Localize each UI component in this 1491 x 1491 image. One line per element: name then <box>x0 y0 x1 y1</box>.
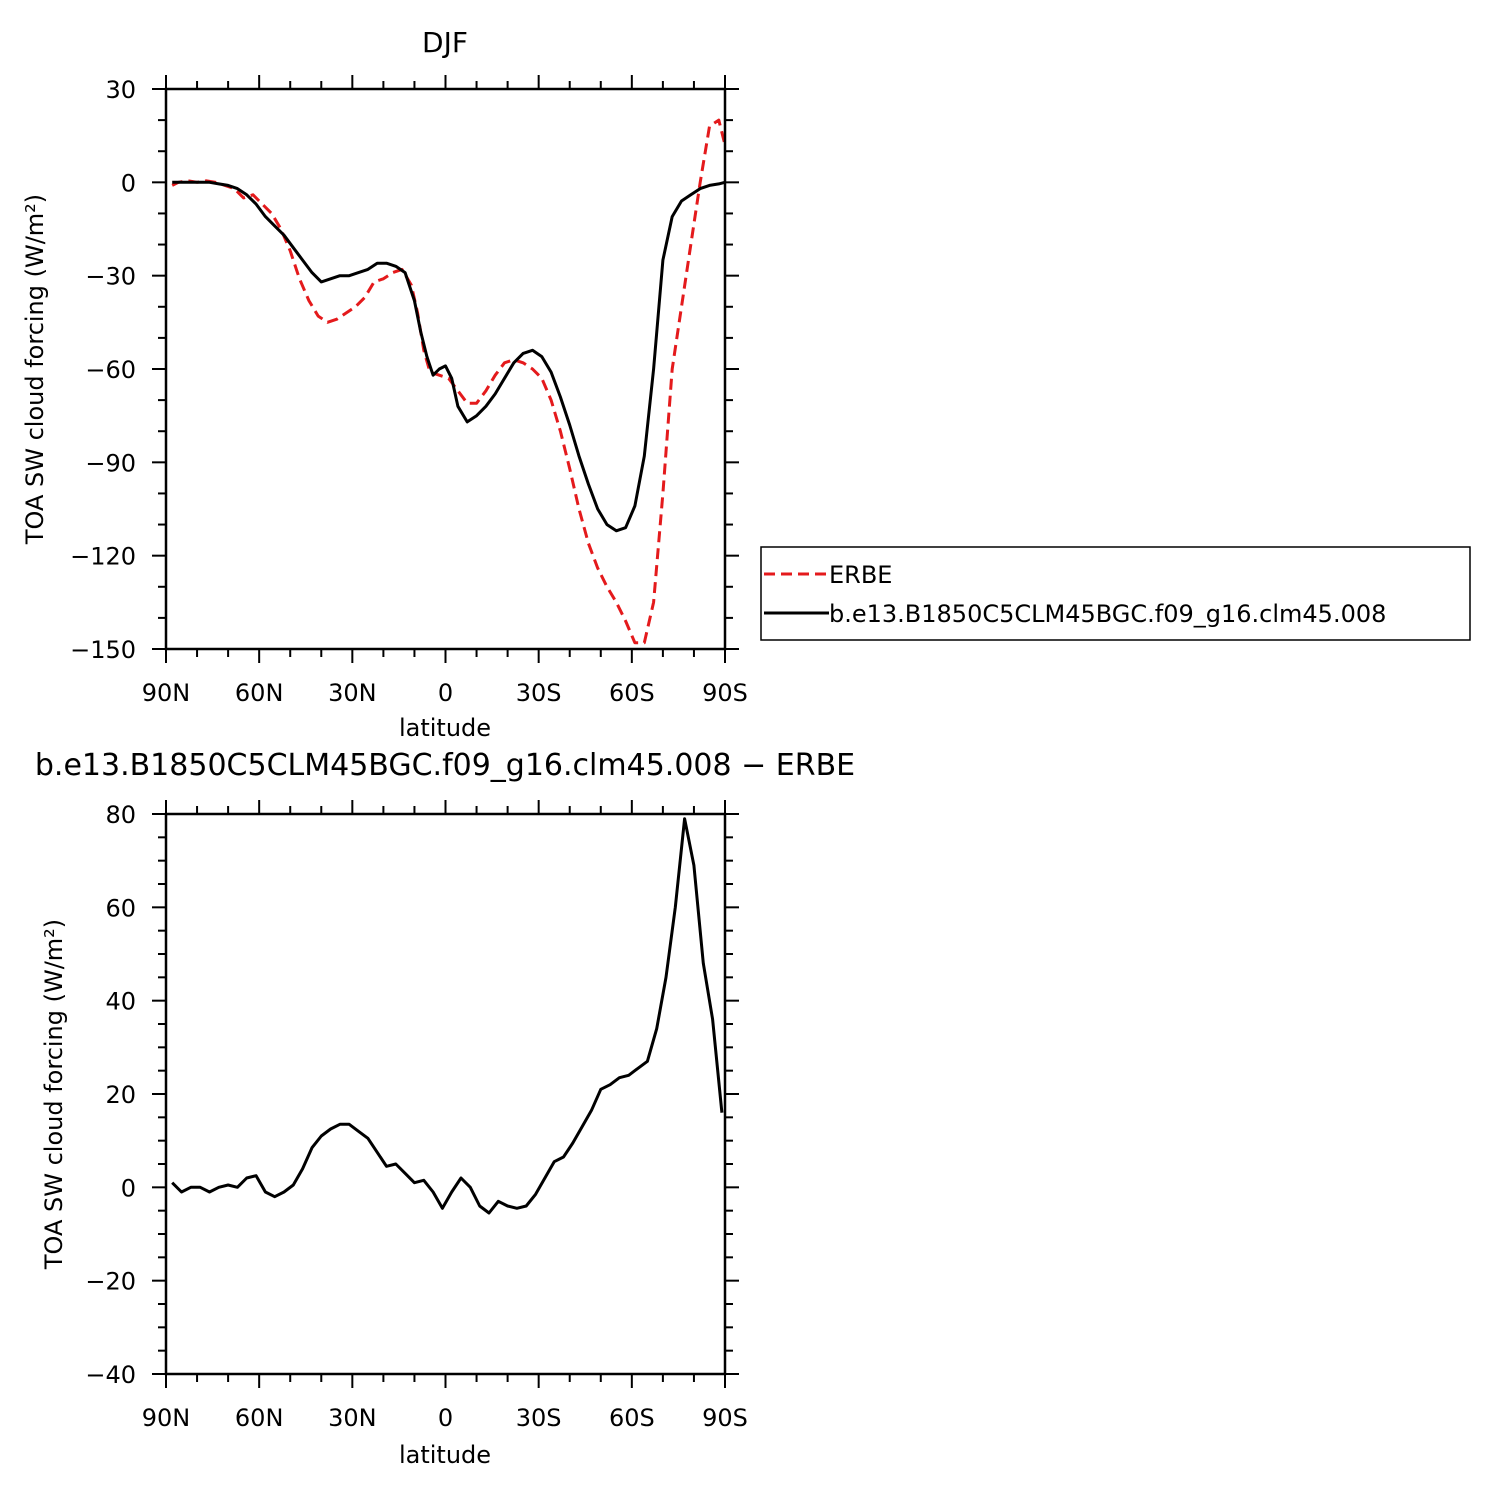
bottom-y-tick-label: −20 <box>85 1268 136 1296</box>
bottom-panel-title: b.e13.B1850C5CLM45BGC.f09_g16.clm45.008 … <box>35 748 855 783</box>
top-x-tick-label: 90S <box>702 679 748 707</box>
bottom-x-tick-labels: 90N 60N 30N 0 30S 60S 90S <box>142 1404 748 1432</box>
bottom-plot-series <box>171 817 724 1215</box>
top-x-axis-label: latitude <box>399 714 491 742</box>
bottom-y-tick-label: 0 <box>121 1174 136 1202</box>
top-y-axis-label: TOA SW cloud forcing (W/m²) <box>21 194 49 545</box>
top-y-tick-labels: 30 0 −30 −60 −90 −120 −150 <box>70 76 136 664</box>
top-x-tick-label: 60N <box>235 679 284 707</box>
bottom-x-tick-label: 30N <box>328 1404 377 1432</box>
bottom-y-tick-label: 20 <box>105 1081 136 1109</box>
top-y-tick-label: −150 <box>70 636 136 664</box>
top-x-tick-label: 60S <box>609 679 655 707</box>
top-y-tick-label: −120 <box>70 543 136 571</box>
bottom-x-tick-label: 60S <box>609 1404 655 1432</box>
top-x-tick-labels: 90N 60N 30N 0 30S 60S 90S <box>142 679 748 707</box>
top-y-tick-label: −30 <box>85 263 136 291</box>
bottom-series-0-line <box>171 817 724 1215</box>
bottom-x-tick-label: 0 <box>438 1404 453 1432</box>
bottom-y-tick-label: 60 <box>105 894 136 922</box>
bottom-x-tick-label: 30S <box>516 1404 562 1432</box>
bottom-y-tick-labels: 80 60 40 20 0 −20 −40 <box>85 801 136 1389</box>
top-y-tick-label: −60 <box>85 356 136 384</box>
top-ticks <box>152 75 739 663</box>
legend-model-label: b.e13.B1850C5CLM45BGC.f09_g16.clm45.008 <box>829 600 1386 628</box>
legend-erbe-label: ERBE <box>829 561 892 589</box>
bottom-panel: b.e13.B1850C5CLM45BGC.f09_g16.clm45.008 … <box>35 748 855 1469</box>
bottom-y-tick-label: 40 <box>105 988 136 1016</box>
top-series-1-line <box>172 180 726 533</box>
bottom-ticks <box>152 800 739 1388</box>
legend: ERBE b.e13.B1850C5CLM45BGC.f09_g16.clm45… <box>760 546 1471 641</box>
top-x-tick-label: 0 <box>438 679 453 707</box>
bottom-y-tick-label: −40 <box>85 1361 136 1389</box>
bottom-x-axis-label: latitude <box>399 1441 491 1469</box>
top-plot-series <box>171 118 727 645</box>
legend-box <box>760 546 1471 641</box>
bottom-x-tick-label: 60N <box>235 1404 284 1432</box>
bottom-y-tick-label: 80 <box>105 801 136 829</box>
top-panel: DJF 90N 60N 30N 0 30S 60S 90S 30 0 −30 −60 −90 −120… <box>21 26 748 742</box>
bottom-y-axis-label: TOA SW cloud forcing (W/m²) <box>40 919 68 1270</box>
bottom-x-tick-label: 90S <box>702 1404 748 1432</box>
top-y-tick-label: 30 <box>105 76 136 104</box>
top-y-tick-label: 0 <box>121 169 136 197</box>
top-x-tick-label: 90N <box>142 679 191 707</box>
top-panel-title: DJF <box>422 26 468 59</box>
top-series-0-line <box>171 118 727 645</box>
top-x-tick-label: 30N <box>328 679 377 707</box>
bottom-x-tick-label: 90N <box>142 1404 191 1432</box>
top-x-tick-label: 30S <box>516 679 562 707</box>
top-y-tick-label: −90 <box>85 449 136 477</box>
